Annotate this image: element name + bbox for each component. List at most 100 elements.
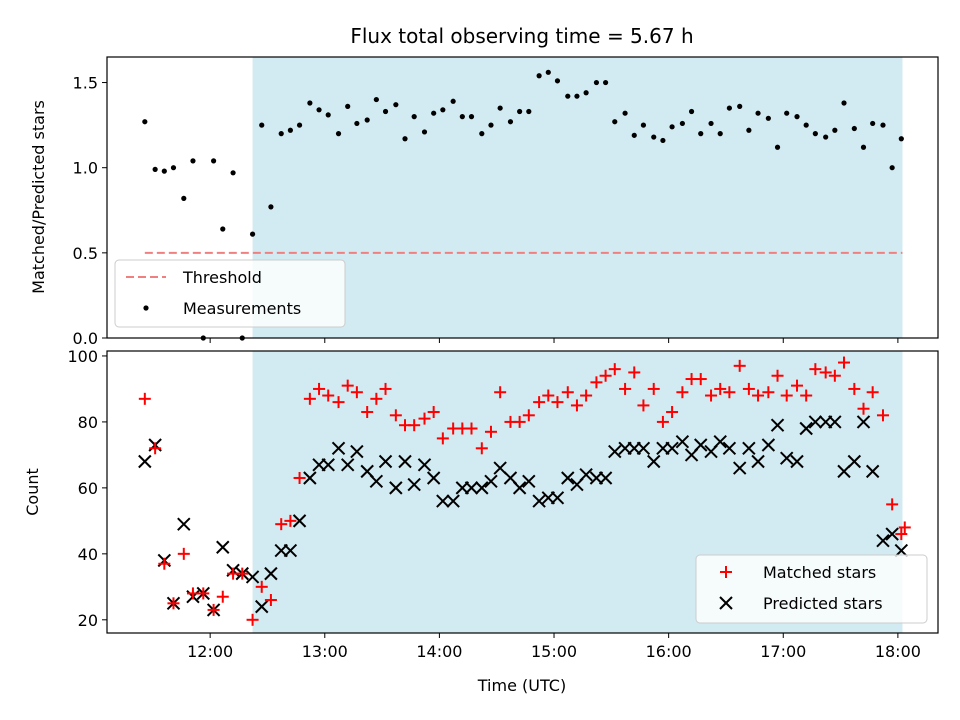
x-axis-label: Time (UTC) [477, 676, 566, 695]
top-y-tick-label: 0.0 [73, 329, 98, 348]
predicted-star-stroke-b [790, 454, 804, 469]
predicted-star-stroke-b [398, 454, 412, 469]
measurement-point [726, 105, 732, 111]
predicted-star-stroke-b [321, 458, 335, 472]
matched-star-point [694, 373, 707, 386]
measurement-point [354, 120, 360, 127]
predicted-star-point [876, 533, 890, 548]
predicted-star-point [255, 599, 269, 614]
predicted-star-stroke-b [340, 458, 355, 472]
predicted-star-point [369, 474, 384, 488]
predicted-star-point [885, 527, 899, 541]
measurement-point [402, 136, 408, 142]
measurement-point [468, 114, 475, 120]
matched-star-point [533, 396, 546, 409]
predicted-star-point [790, 454, 804, 469]
predicted-star-point [636, 441, 651, 456]
measurement-point [803, 122, 809, 128]
matched-star-point [207, 603, 220, 616]
matched-star-point [800, 389, 813, 402]
chart-title: Flux total observing time = 5.67 h [350, 24, 693, 48]
predicted-star-point [799, 421, 813, 436]
matched-star-point [628, 366, 641, 379]
matched-star-point [619, 382, 632, 395]
predicted-star-stroke-b [856, 415, 871, 429]
matched-star-point [733, 359, 746, 372]
predicted-star-point [608, 444, 622, 459]
legend-predicted-swatch [719, 596, 733, 610]
predicted-star-stroke-b [264, 566, 278, 581]
predicted-star-point [138, 454, 152, 469]
predicted-star-stroke-b [177, 517, 191, 531]
predicted-star-stroke-b [407, 477, 421, 492]
predicted-star-point [732, 461, 747, 475]
matched-star-point [494, 386, 507, 399]
predicted-star-stroke-b [636, 441, 651, 456]
measurement-point [717, 131, 723, 137]
measurement-point [450, 98, 456, 104]
bottom-y-tick-label: 40 [78, 545, 98, 564]
predicted-star-stroke-b [675, 434, 690, 449]
measurement-point [459, 114, 465, 120]
measurement-point [287, 127, 293, 133]
predicted-star-stroke-b [417, 458, 432, 472]
matched-star-point [186, 587, 199, 600]
legend-matched-label: Matched stars [763, 563, 876, 582]
measurement-point [765, 115, 771, 121]
predicted-star-point [177, 517, 191, 531]
predicted-star-point [865, 464, 880, 479]
bottom-y-axis-label: Count [23, 468, 42, 516]
top-panel: 0.0 0.5 1.0 1.5 Matched/Predicted stars Thr… [29, 56, 939, 348]
measurement-point [259, 122, 265, 128]
predicted-star-stroke-b [426, 471, 441, 485]
predicted-star-point [550, 491, 565, 505]
predicted-star-point [675, 434, 690, 449]
matched-star-point [857, 402, 870, 415]
predicted-star-point [742, 441, 756, 456]
predicted-star-stroke-b [331, 441, 346, 456]
matched-star-point [303, 392, 316, 405]
matched-star-point [705, 389, 718, 402]
predicted-star-point [761, 438, 776, 452]
legend-threshold-label: Threshold [182, 268, 262, 287]
matched-star-point [236, 567, 249, 580]
predicted-star-point [751, 454, 765, 469]
legend-predicted-label: Predicted stars [763, 594, 883, 613]
predicted-star-point [398, 454, 412, 469]
predicted-star-point [847, 454, 862, 469]
predicted-star-stroke-b [770, 418, 785, 432]
predicted-star-stroke-b [647, 454, 661, 469]
predicted-star-stroke-b [389, 481, 403, 495]
measurement-point [574, 93, 580, 99]
bottom-x-tick-label: 13:00 [302, 642, 348, 661]
predicted-star-point [561, 471, 575, 485]
predicted-star-stroke-b [360, 464, 374, 479]
predicted-star-point [808, 415, 823, 429]
matched-star-point [465, 422, 478, 435]
matched-star-point [762, 386, 775, 399]
matched-star-point [838, 356, 851, 369]
predicted-star-stroke-b [713, 434, 727, 449]
predicted-star-stroke-b [598, 471, 613, 485]
matched-star-point [158, 557, 171, 570]
predicted-star-point [446, 494, 460, 508]
predicted-star-stroke-b [255, 599, 269, 614]
measurement-point [526, 108, 532, 115]
predicted-star-stroke-b [694, 438, 708, 452]
measurement-point [737, 103, 743, 109]
bottom-x-tick-label: 18:00 [875, 642, 921, 661]
matched-star-point [752, 389, 765, 402]
measurement-point [631, 132, 637, 138]
predicted-star-point [426, 471, 441, 485]
predicted-star-point [512, 481, 527, 495]
predicted-star-stroke-b [865, 464, 880, 479]
measurement-point [794, 114, 800, 120]
predicted-star-stroke-b [722, 441, 737, 456]
predicted-star-point [436, 494, 450, 508]
measurement-point [364, 117, 370, 123]
measurement-point [268, 204, 274, 210]
predicted-star-stroke-b [369, 474, 384, 488]
measurement-point [316, 107, 322, 113]
measurement-point [373, 96, 379, 103]
matched-star-point [791, 379, 804, 392]
